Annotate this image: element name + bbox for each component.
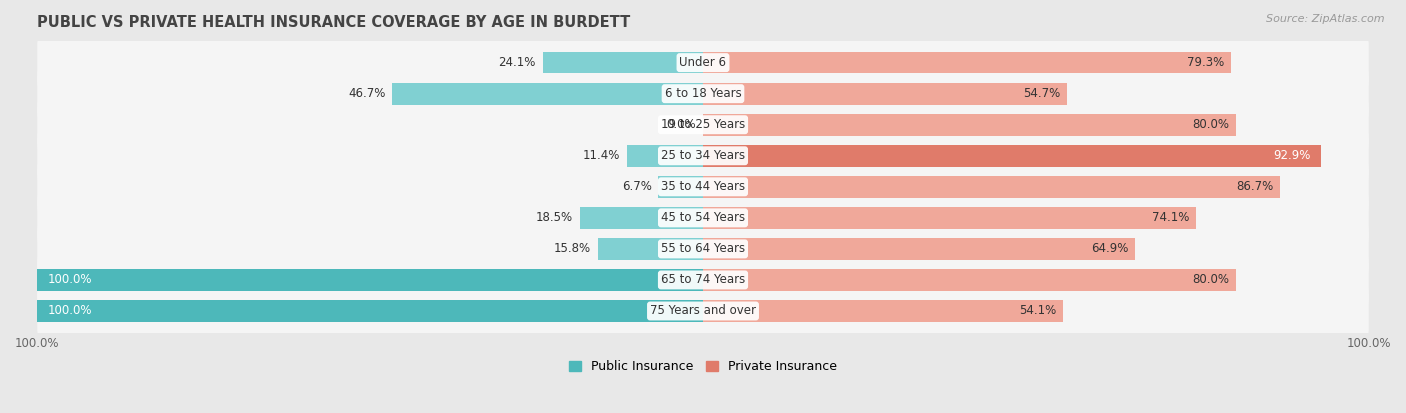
Bar [703, 300, 1063, 322]
FancyBboxPatch shape [37, 253, 1369, 307]
Legend: Public Insurance, Private Insurance: Public Insurance, Private Insurance [568, 360, 838, 373]
Text: 75 Years and over: 75 Years and over [650, 304, 756, 318]
Text: 55 to 64 Years: 55 to 64 Years [661, 242, 745, 255]
FancyBboxPatch shape [37, 97, 1369, 152]
Text: 15.8%: 15.8% [554, 242, 591, 255]
Bar [703, 238, 1135, 260]
Text: 35 to 44 Years: 35 to 44 Years [661, 180, 745, 193]
Text: Source: ZipAtlas.com: Source: ZipAtlas.com [1267, 14, 1385, 24]
Bar [392, 83, 703, 104]
Bar [598, 238, 703, 260]
Bar [543, 52, 703, 74]
Text: 45 to 54 Years: 45 to 54 Years [661, 211, 745, 224]
Bar [37, 300, 703, 322]
Text: 65 to 74 Years: 65 to 74 Years [661, 273, 745, 287]
FancyBboxPatch shape [37, 128, 1369, 183]
Text: 79.3%: 79.3% [1187, 56, 1225, 69]
Text: 25 to 34 Years: 25 to 34 Years [661, 149, 745, 162]
Text: 54.7%: 54.7% [1024, 87, 1060, 100]
Text: 100.0%: 100.0% [48, 304, 93, 318]
FancyBboxPatch shape [37, 222, 1369, 276]
FancyBboxPatch shape [37, 284, 1369, 338]
Text: 46.7%: 46.7% [349, 87, 385, 100]
Text: 6 to 18 Years: 6 to 18 Years [665, 87, 741, 100]
Text: 18.5%: 18.5% [536, 211, 574, 224]
Bar [703, 52, 1230, 74]
Bar [703, 145, 1322, 166]
Bar [703, 176, 1281, 198]
Bar [703, 83, 1067, 104]
FancyBboxPatch shape [37, 66, 1369, 121]
Text: 54.1%: 54.1% [1019, 304, 1056, 318]
Bar [658, 176, 703, 198]
Text: 74.1%: 74.1% [1153, 211, 1189, 224]
Text: 64.9%: 64.9% [1091, 242, 1129, 255]
FancyBboxPatch shape [37, 36, 1369, 90]
Bar [703, 207, 1197, 229]
Text: 92.9%: 92.9% [1274, 149, 1310, 162]
Text: 80.0%: 80.0% [1192, 273, 1229, 287]
Bar [37, 269, 703, 291]
Text: 86.7%: 86.7% [1236, 180, 1274, 193]
Bar [579, 207, 703, 229]
Bar [627, 145, 703, 166]
Text: 6.7%: 6.7% [621, 180, 652, 193]
Text: 19 to 25 Years: 19 to 25 Years [661, 118, 745, 131]
Bar [703, 114, 1236, 135]
Text: Under 6: Under 6 [679, 56, 727, 69]
Text: 11.4%: 11.4% [583, 149, 620, 162]
Text: PUBLIC VS PRIVATE HEALTH INSURANCE COVERAGE BY AGE IN BURDETT: PUBLIC VS PRIVATE HEALTH INSURANCE COVER… [37, 15, 630, 30]
Text: 0.0%: 0.0% [666, 118, 696, 131]
FancyBboxPatch shape [37, 191, 1369, 245]
Text: 80.0%: 80.0% [1192, 118, 1229, 131]
Text: 100.0%: 100.0% [48, 273, 93, 287]
Text: 24.1%: 24.1% [499, 56, 536, 69]
Bar [703, 269, 1236, 291]
FancyBboxPatch shape [37, 160, 1369, 214]
